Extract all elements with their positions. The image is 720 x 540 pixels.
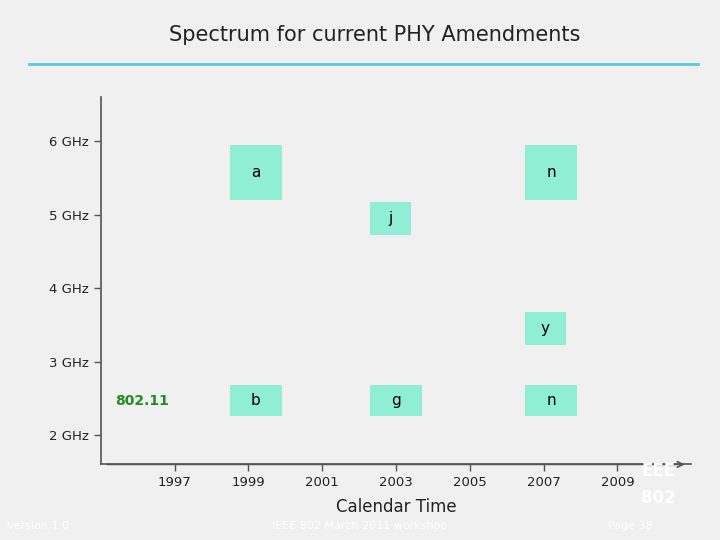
Text: 802: 802	[642, 489, 676, 507]
Text: n: n	[546, 165, 556, 180]
Text: b: b	[251, 393, 261, 408]
Text: y: y	[541, 321, 550, 336]
Bar	[370, 385, 422, 416]
Text: n: n	[546, 393, 556, 408]
Text: g: g	[391, 393, 401, 408]
Bar	[370, 202, 410, 235]
Text: IEEE 802 March 2011 workshop: IEEE 802 March 2011 workshop	[272, 521, 448, 531]
Text: Spectrum for current PHY Amendments: Spectrum for current PHY Amendments	[168, 25, 580, 45]
Text: j: j	[388, 211, 392, 226]
Text: Page 38: Page 38	[608, 521, 652, 531]
Text: 802.11: 802.11	[115, 394, 169, 408]
Bar	[230, 385, 282, 416]
Bar	[525, 385, 577, 416]
Text: Version 1.0: Version 1.0	[7, 521, 69, 531]
X-axis label: Calendar Time: Calendar Time	[336, 497, 456, 516]
Bar	[525, 312, 566, 346]
Bar	[230, 145, 282, 200]
Text: a: a	[251, 165, 261, 180]
Text: EEE: EEE	[642, 462, 676, 480]
Bar	[525, 145, 577, 200]
